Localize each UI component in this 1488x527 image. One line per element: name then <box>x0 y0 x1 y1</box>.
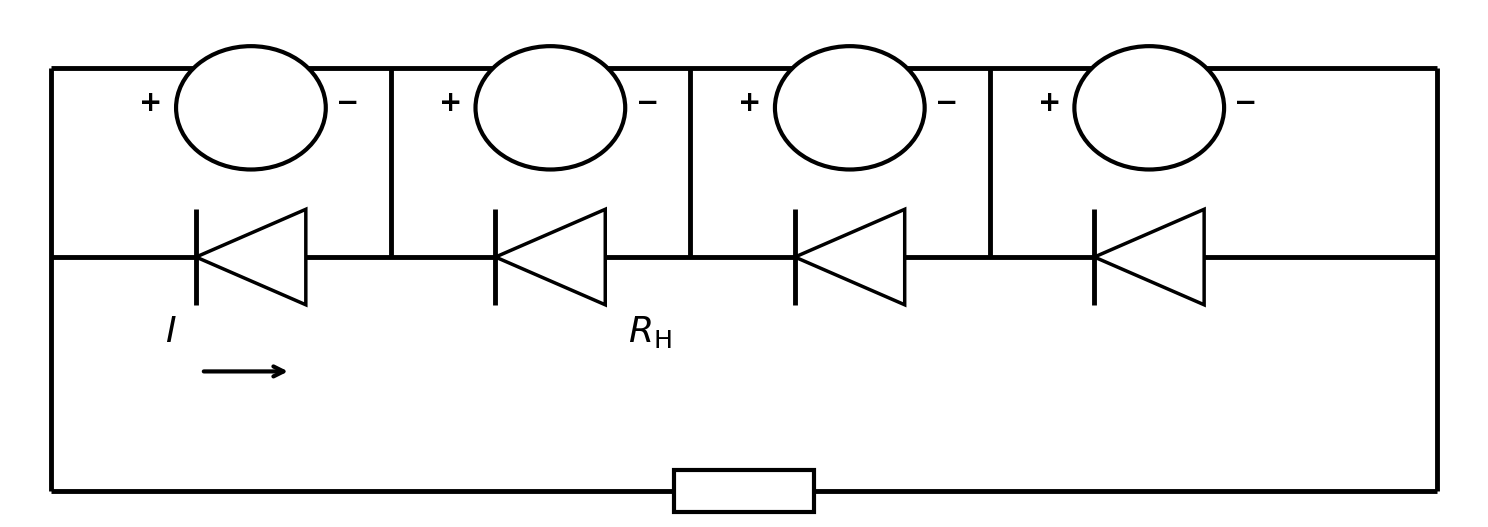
Text: +: + <box>439 89 463 117</box>
Polygon shape <box>1094 209 1204 305</box>
Ellipse shape <box>476 46 625 170</box>
Text: $I$: $I$ <box>165 315 177 349</box>
Text: −: − <box>336 89 360 117</box>
Text: −: − <box>1235 89 1257 117</box>
Text: +: + <box>738 89 762 117</box>
Ellipse shape <box>775 46 924 170</box>
Bar <box>674 470 814 512</box>
Polygon shape <box>795 209 905 305</box>
Ellipse shape <box>176 46 326 170</box>
Text: +: + <box>140 89 162 117</box>
Polygon shape <box>496 209 606 305</box>
Text: $R_{\mathrm{H}}$: $R_{\mathrm{H}}$ <box>628 314 673 349</box>
Text: +: + <box>1037 89 1061 117</box>
Ellipse shape <box>1074 46 1225 170</box>
Polygon shape <box>196 209 307 305</box>
Text: −: − <box>934 89 958 117</box>
Text: −: − <box>635 89 659 117</box>
